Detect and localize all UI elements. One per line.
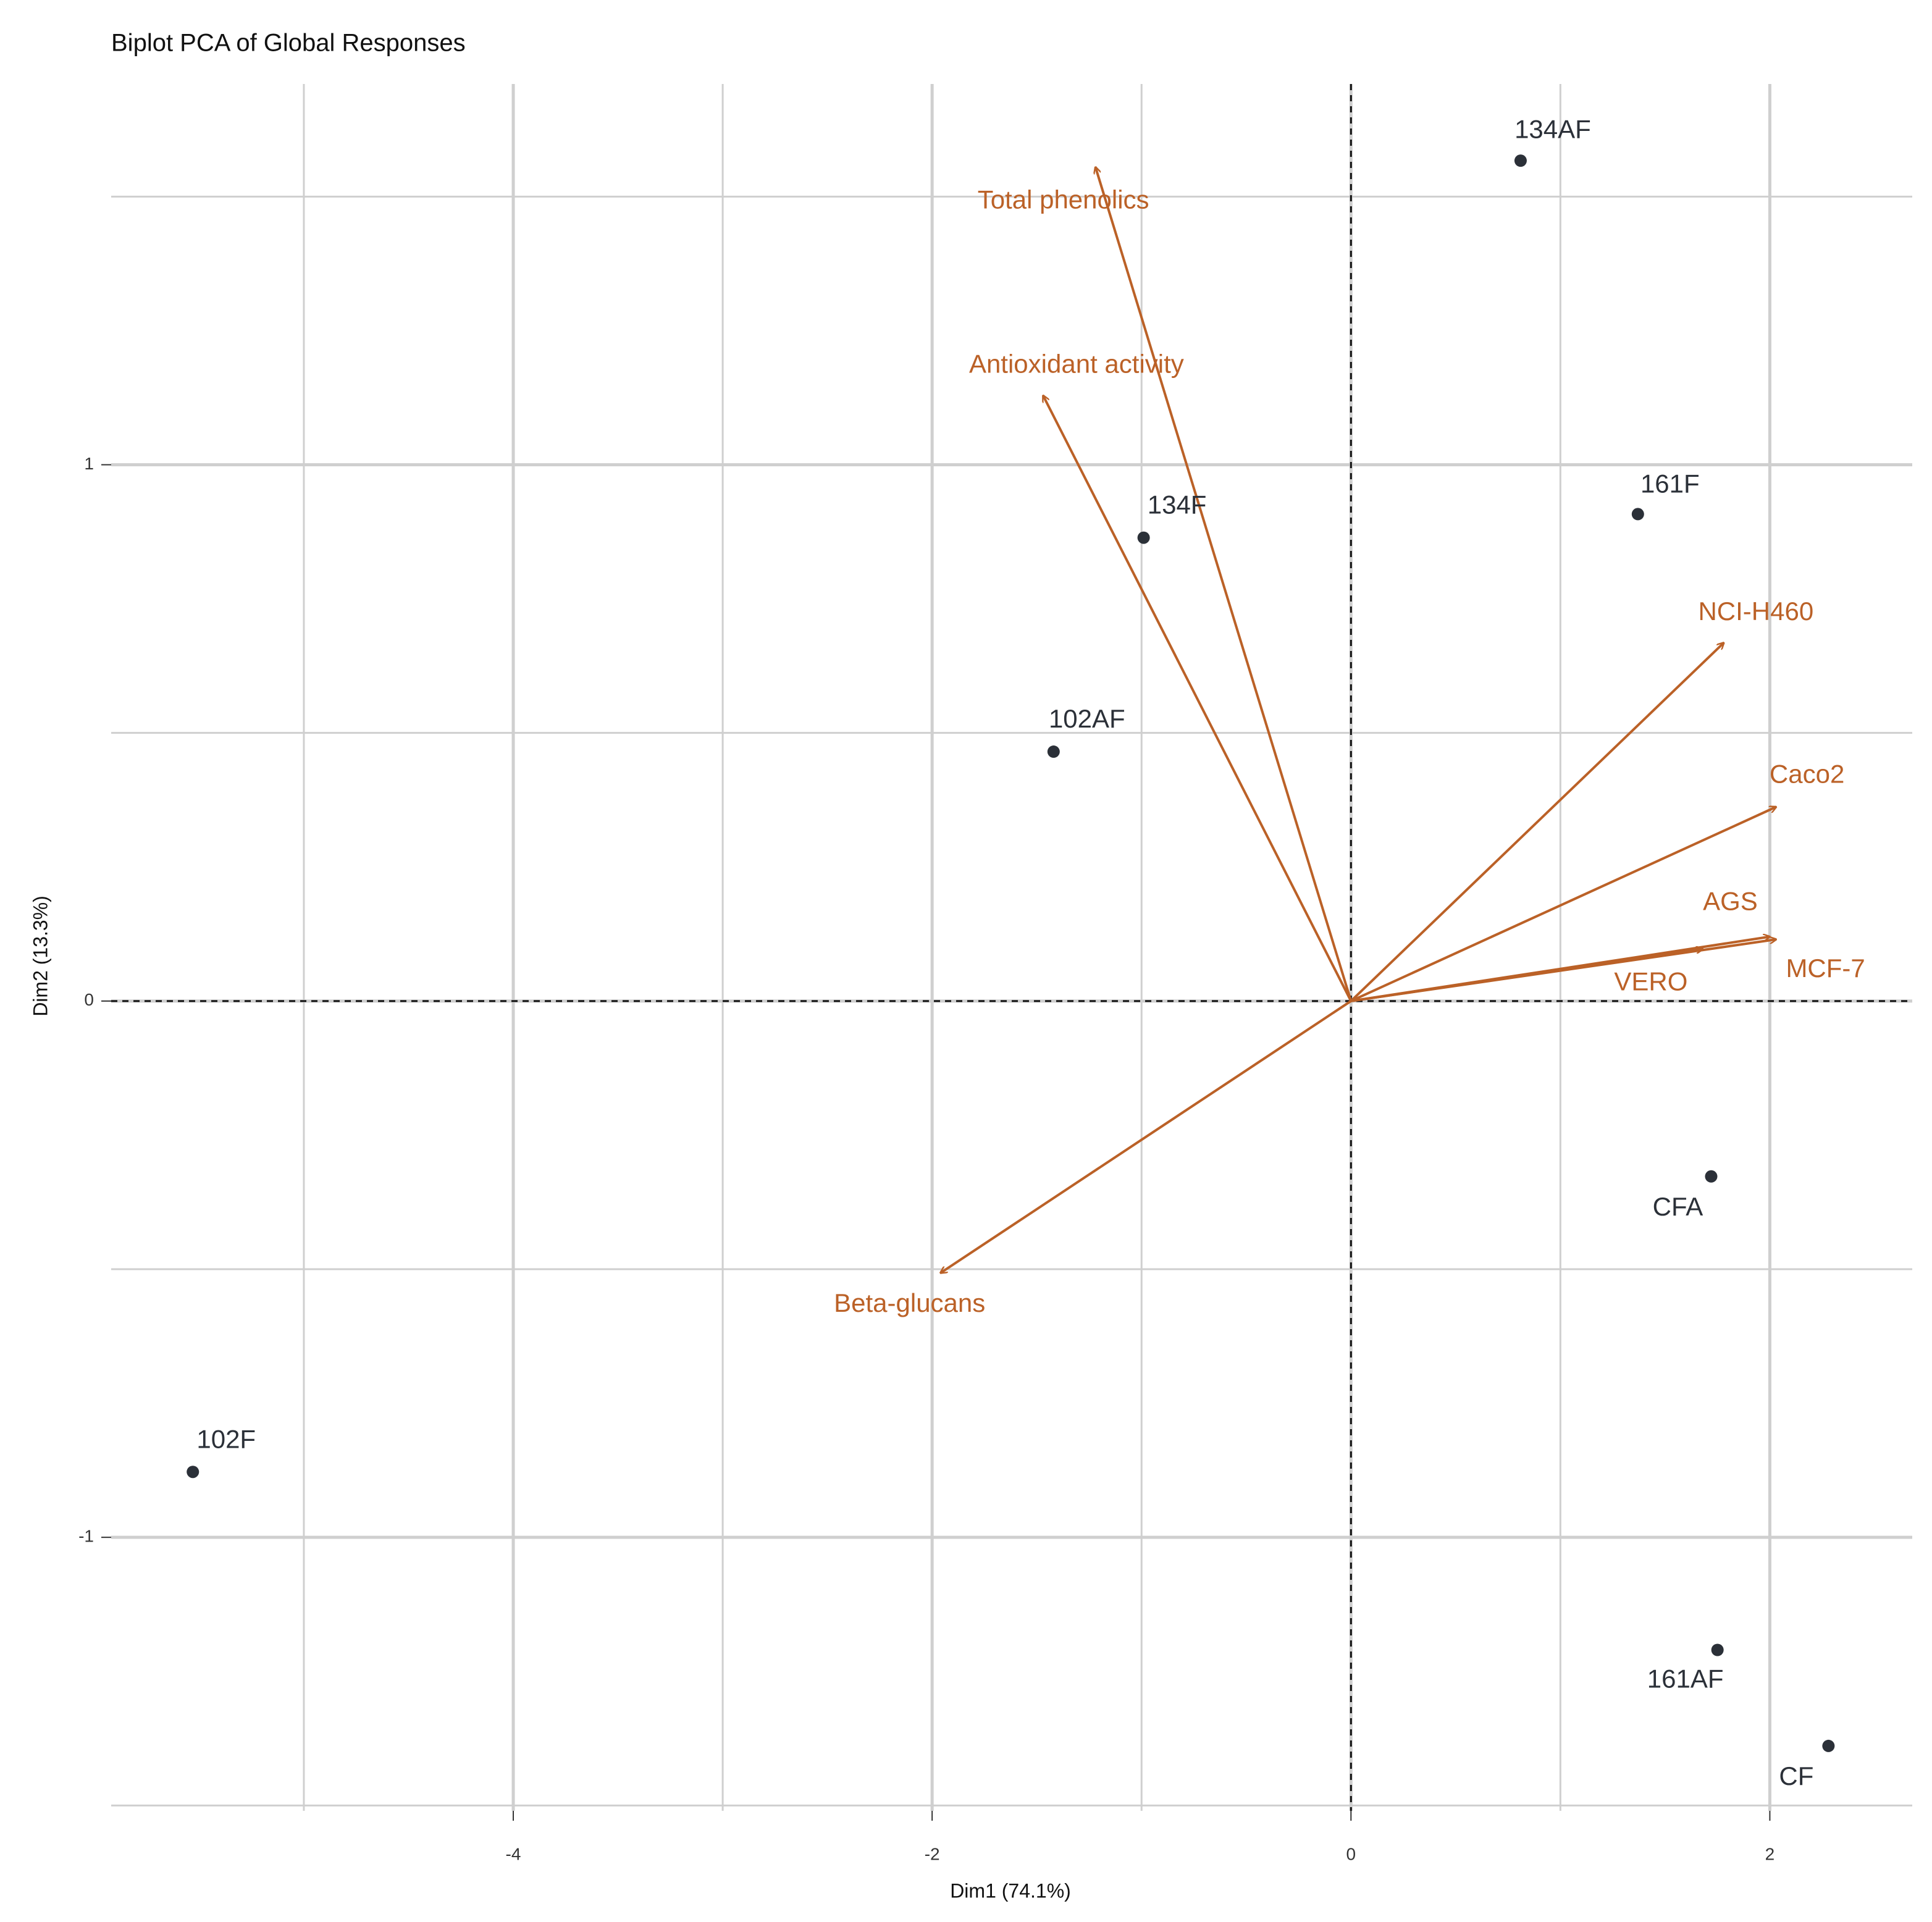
variable-label: Antioxidant activity [969, 350, 1184, 379]
variable-label: MCF-7 [1786, 954, 1865, 983]
y-axis-label: Dim2 (13.3%) [29, 896, 51, 1017]
individual-label: CF [1779, 1761, 1813, 1790]
variable-arrow [1042, 395, 1353, 1002]
variable-arrow [1350, 643, 1724, 1002]
individual-point [1137, 531, 1150, 544]
y-tick-label: 1 [84, 454, 94, 473]
individual-point [1631, 508, 1644, 521]
variable-arrow [941, 1000, 1352, 1273]
variable-label: Beta-glucans [834, 1288, 985, 1317]
individual-label: 102F [196, 1424, 256, 1453]
individual-label: 102AF [1049, 704, 1125, 733]
individual-label: 161F [1640, 469, 1700, 498]
individual-point [1711, 1643, 1724, 1656]
individual-label: CFA [1653, 1192, 1703, 1221]
variable-arrow [1351, 949, 1703, 1002]
individual-point [1514, 154, 1527, 167]
individual-label: 134AF [1514, 114, 1591, 143]
individual-point [1705, 1170, 1718, 1183]
chart-title: Biplot PCA of Global Responses [111, 30, 466, 57]
variable-arrow [1096, 167, 1353, 1002]
variable-label: VERO [1614, 967, 1687, 996]
individual-point [187, 1466, 200, 1479]
x-tick-label: -4 [506, 1844, 521, 1863]
variable-arrow [1350, 807, 1776, 1002]
x-axis-label: Dim1 (74.1%) [950, 1879, 1071, 1902]
variable-label: Total phenolics [978, 185, 1149, 214]
y-tick-label: 0 [84, 990, 94, 1009]
x-tick-label: 2 [1765, 1844, 1775, 1863]
variable-label: AGS [1703, 887, 1758, 916]
variable-label: NCI-H460 [1698, 597, 1813, 626]
individual-label: 161AF [1647, 1664, 1724, 1693]
x-tick-label: -2 [925, 1844, 940, 1863]
variable-label: Caco2 [1770, 760, 1844, 789]
individual-label: 134F [1148, 490, 1207, 519]
individual-point [1822, 1739, 1835, 1752]
y-tick-label: -1 [78, 1527, 94, 1546]
individual-point [1047, 745, 1060, 758]
x-tick-label: 0 [1346, 1844, 1356, 1863]
